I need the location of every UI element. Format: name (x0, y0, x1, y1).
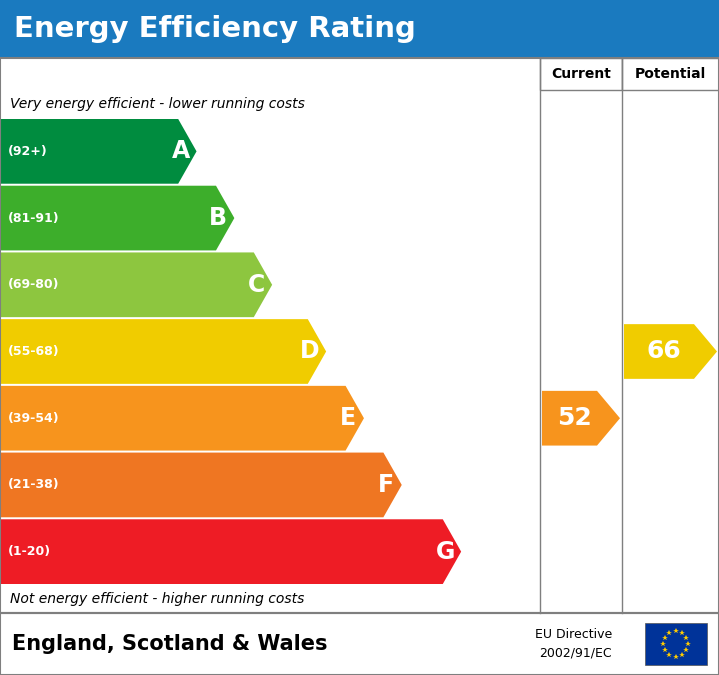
Text: A: A (171, 139, 190, 163)
Polygon shape (0, 252, 273, 317)
Text: Not energy efficient - higher running costs: Not energy efficient - higher running co… (10, 592, 304, 606)
Text: (55-68): (55-68) (8, 345, 60, 358)
Text: 52: 52 (557, 406, 592, 430)
Text: (81-91): (81-91) (8, 211, 60, 225)
Text: B: B (209, 206, 227, 230)
Polygon shape (0, 319, 326, 384)
Polygon shape (0, 186, 234, 250)
Text: England, Scotland & Wales: England, Scotland & Wales (12, 634, 327, 654)
Polygon shape (0, 119, 196, 184)
Text: G: G (436, 539, 455, 564)
Polygon shape (0, 386, 364, 451)
Text: D: D (301, 340, 320, 364)
Bar (0, 613, 719, 675)
Text: (39-54): (39-54) (8, 412, 60, 425)
Polygon shape (0, 452, 402, 517)
Text: Current: Current (551, 67, 611, 81)
Bar (0, 58, 719, 613)
Polygon shape (0, 519, 461, 584)
Text: Very energy efficient - lower running costs: Very energy efficient - lower running co… (10, 97, 305, 111)
Text: F: F (377, 473, 394, 497)
Text: (92+): (92+) (8, 145, 47, 158)
Polygon shape (624, 324, 717, 379)
Text: C: C (247, 273, 265, 297)
Text: (21-38): (21-38) (8, 479, 60, 491)
Text: (69-80): (69-80) (8, 278, 60, 292)
Bar (540, 58, 622, 90)
Bar (0, 0, 719, 58)
Text: Energy Efficiency Rating: Energy Efficiency Rating (14, 15, 416, 43)
Polygon shape (542, 391, 620, 446)
Bar (622, 58, 719, 90)
Text: (1-20): (1-20) (8, 545, 51, 558)
Text: E: E (340, 406, 356, 430)
Text: 66: 66 (646, 340, 681, 364)
Bar (644, 623, 707, 665)
Text: Potential: Potential (635, 67, 706, 81)
Text: EU Directive: EU Directive (535, 628, 612, 641)
Text: 2002/91/EC: 2002/91/EC (539, 647, 612, 659)
